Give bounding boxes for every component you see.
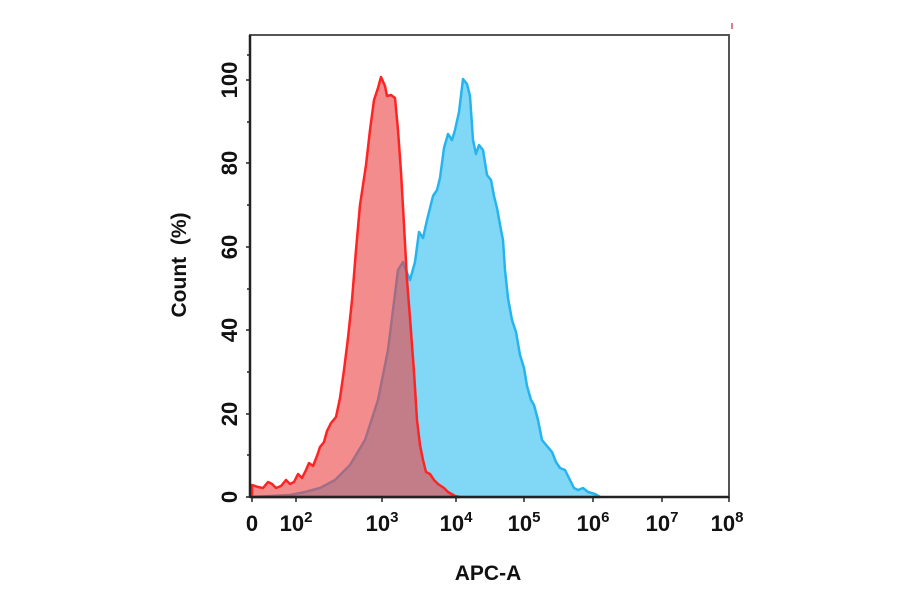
x-tick-labels: 0 102 103 104 105 106 107 108 — [246, 509, 744, 536]
y-tick-label: 20 — [217, 402, 242, 426]
y-tick-labels: 0 20 40 60 80 100 — [217, 62, 242, 503]
x-ticks — [251, 497, 730, 502]
x-tick-label: 0 — [246, 511, 258, 536]
y-tick-label: 0 — [217, 491, 242, 503]
y-tick-label: 60 — [217, 235, 242, 259]
x-axis-title: APC-A — [455, 562, 522, 585]
x-tick-label: 106 — [577, 509, 610, 536]
x-tick-label: 102 — [280, 509, 313, 536]
y-tick-label: 100 — [217, 62, 242, 99]
y-axis-title: Count (%) — [168, 213, 191, 318]
y-ticks — [246, 54, 250, 498]
x-tick-label: 103 — [366, 509, 399, 536]
x-tick-label: 104 — [440, 509, 473, 536]
x-tick-label: 108 — [711, 509, 744, 536]
series-control-red — [250, 75, 462, 499]
y-tick-label: 80 — [217, 151, 242, 175]
x-tick-label: 107 — [646, 509, 679, 536]
x-tick-label: 105 — [508, 509, 541, 536]
y-tick-label: 40 — [217, 318, 242, 342]
